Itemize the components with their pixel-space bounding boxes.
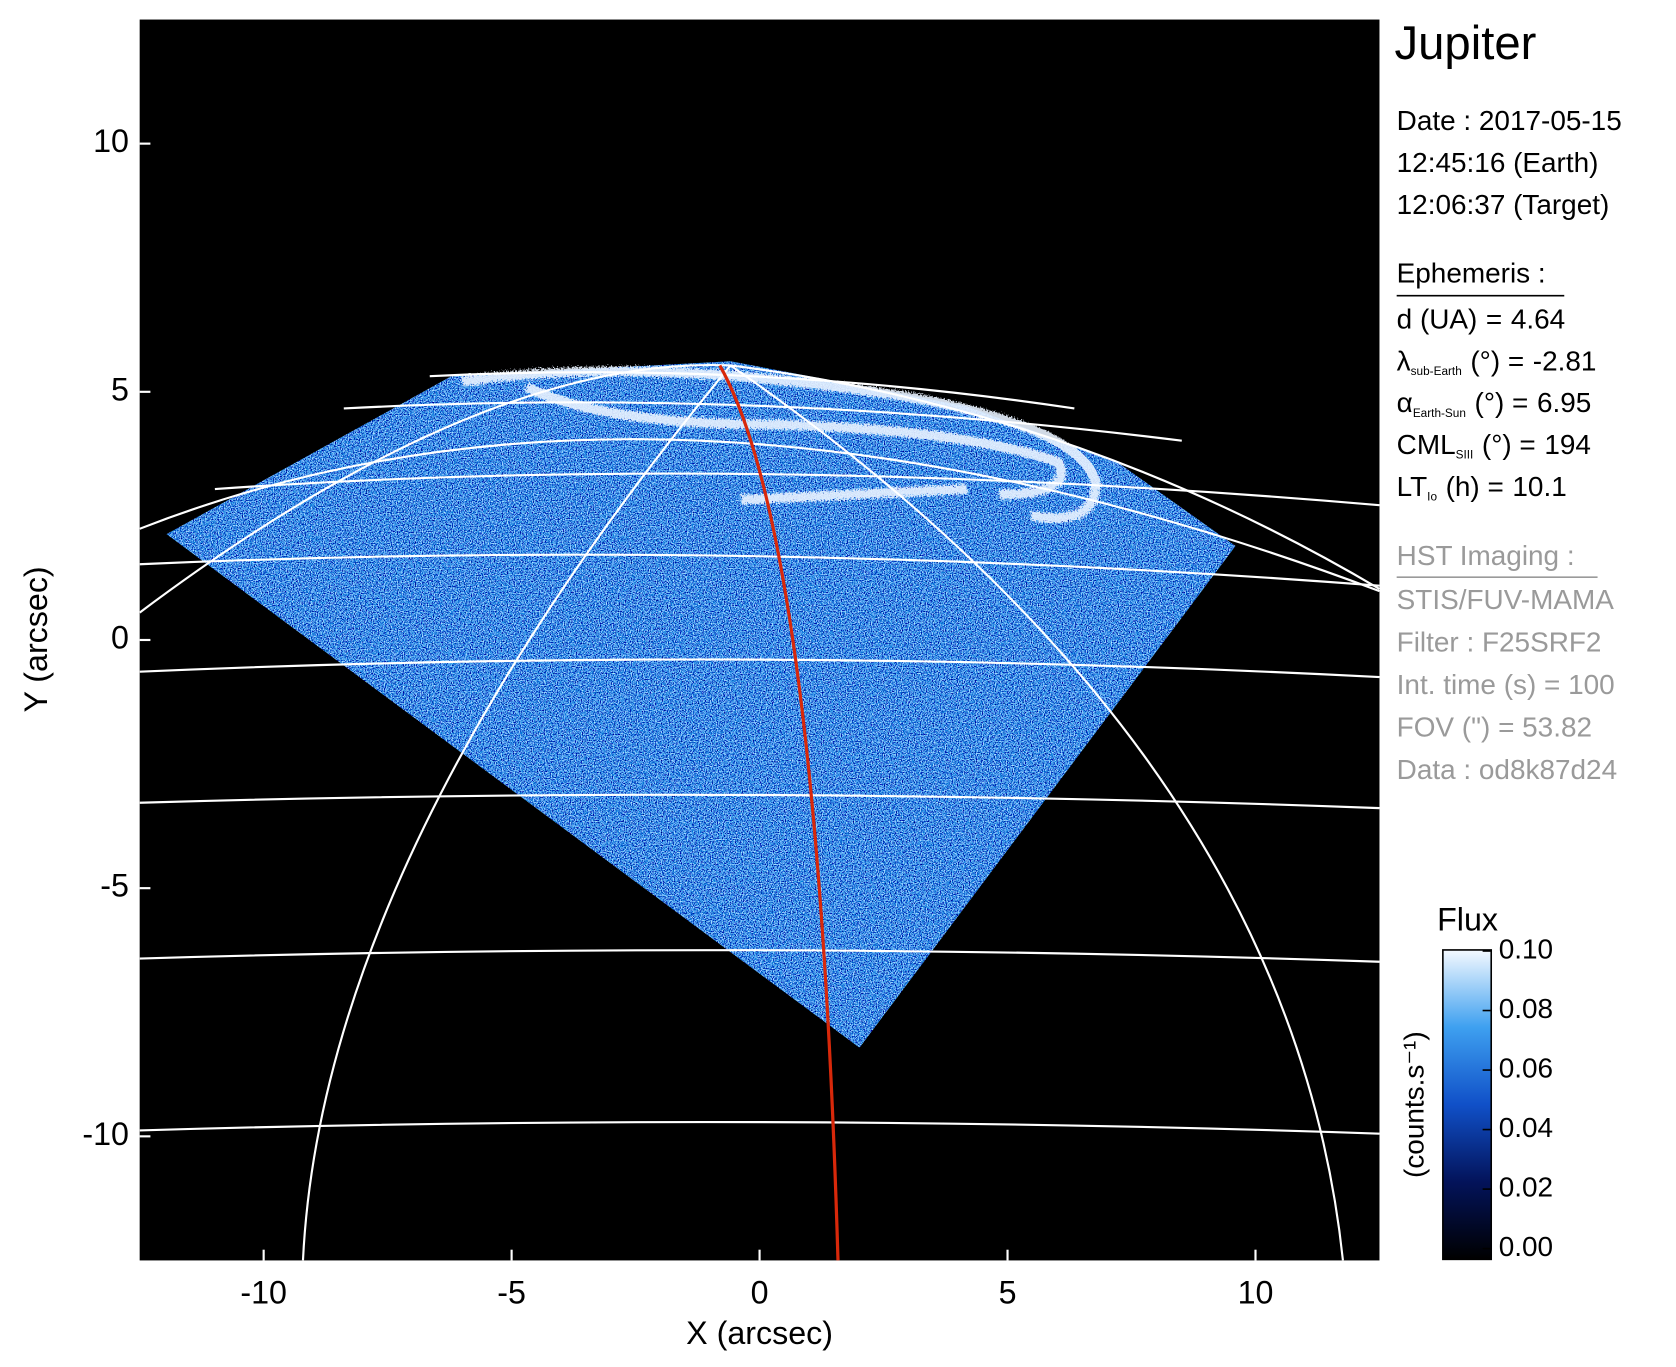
value: -2.81 bbox=[1533, 346, 1597, 377]
colorbar-tick-label: 0.02 bbox=[1499, 1171, 1553, 1202]
ephemeris-row: λsub-Earth (°) = -2.81 bbox=[1397, 346, 1597, 378]
colorbar-tick-label: 0.10 bbox=[1499, 933, 1553, 964]
y-tick-label: -10 bbox=[82, 1116, 129, 1152]
subscript: sub-Earth bbox=[1411, 364, 1462, 378]
x-tick-label: -10 bbox=[240, 1274, 287, 1310]
image-content bbox=[139, 361, 1380, 1261]
colorbar-tick-label: 0.08 bbox=[1499, 993, 1553, 1024]
y-tick-label: 0 bbox=[111, 620, 129, 656]
ephemeris-row: CMLSIII (°) = 194 bbox=[1397, 430, 1591, 462]
panel-title: Jupiter bbox=[1395, 17, 1537, 70]
value: 4.64 bbox=[1511, 304, 1565, 335]
unit: = bbox=[1486, 304, 1502, 335]
colorbar-label: (counts.s⁻¹) bbox=[1398, 1031, 1429, 1178]
planet-grid bbox=[139, 363, 1380, 1261]
subscript: Earth-Sun bbox=[1413, 406, 1466, 420]
y-tick-label: 10 bbox=[93, 123, 129, 159]
unit: (°) = bbox=[1475, 388, 1529, 419]
symbol: d (UA) bbox=[1397, 304, 1478, 335]
colorbar-title: Flux bbox=[1437, 902, 1498, 938]
observed-region bbox=[166, 361, 1236, 1048]
x-tick-label: -5 bbox=[497, 1274, 526, 1310]
value: 6.95 bbox=[1537, 388, 1591, 419]
hst-line: Filter : F25SRF2 bbox=[1397, 627, 1602, 658]
x-tick-label: 0 bbox=[751, 1274, 769, 1310]
hst-line: Int. time (s) = 100 bbox=[1397, 669, 1615, 700]
unit: (°) = bbox=[1470, 346, 1524, 377]
colorbar bbox=[1442, 949, 1493, 1261]
x-axis-label: X (arcsec) bbox=[686, 1315, 833, 1351]
symbol: LT bbox=[1397, 471, 1428, 502]
ephemeris-title: Ephemeris : bbox=[1397, 258, 1546, 289]
y-axis-label: Y (arcsec) bbox=[18, 566, 54, 712]
ephemeris-row: LTIo (h) = 10.1 bbox=[1397, 471, 1567, 503]
y-tick-label: -5 bbox=[100, 868, 129, 904]
subscript: SIII bbox=[1456, 448, 1474, 462]
hst-title: HST Imaging : bbox=[1397, 540, 1575, 571]
ephemeris-row: αEarth-Sun (°) = 6.95 bbox=[1397, 388, 1592, 420]
unit: (h) = bbox=[1446, 471, 1504, 502]
colorbar-tick-label: 0.00 bbox=[1499, 1231, 1553, 1262]
hst-line: STIS/FUV-MAMA bbox=[1397, 584, 1615, 615]
value: 10.1 bbox=[1512, 471, 1566, 502]
central-meridian bbox=[718, 364, 840, 1261]
colorbar-tick-label: 0.06 bbox=[1499, 1052, 1553, 1083]
subscript: Io bbox=[1427, 490, 1437, 504]
hst-line: Data : od8k87d24 bbox=[1397, 754, 1617, 785]
symbol: α bbox=[1397, 388, 1413, 419]
date-line: 12:45:16 (Earth) bbox=[1397, 147, 1599, 178]
date-line: 12:06:37 (Target) bbox=[1397, 189, 1610, 220]
date-line: Date : 2017-05-15 bbox=[1397, 105, 1622, 136]
symbol: λ bbox=[1397, 346, 1411, 377]
hst-line: FOV (") = 53.82 bbox=[1397, 712, 1592, 743]
y-tick-label: 5 bbox=[111, 371, 129, 407]
symbol: CML bbox=[1397, 430, 1456, 461]
ephemeris-row: d (UA) = 4.64 bbox=[1397, 304, 1566, 335]
x-tick-label: 10 bbox=[1238, 1274, 1274, 1310]
colorbar-tick-label: 0.04 bbox=[1499, 1112, 1553, 1143]
unit: (°) = bbox=[1482, 430, 1536, 461]
x-tick-label: 5 bbox=[999, 1274, 1017, 1310]
value: 194 bbox=[1544, 430, 1591, 461]
